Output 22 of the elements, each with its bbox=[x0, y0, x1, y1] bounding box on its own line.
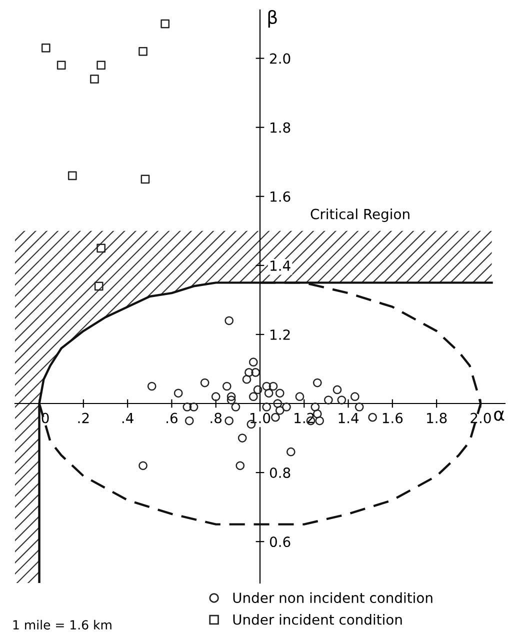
legend-label: Under incident condition bbox=[233, 614, 402, 625]
y-tick-label: 1.2 bbox=[270, 329, 290, 340]
y-tick-label: 0.8 bbox=[270, 468, 290, 478]
x-tick-label: 2.0 bbox=[470, 412, 491, 424]
annotation: Critical Region bbox=[310, 208, 410, 222]
x-tick-label: 1.6 bbox=[382, 412, 403, 424]
y-tick-label: 0.6 bbox=[270, 536, 290, 548]
x-tick-label: .4 bbox=[122, 412, 134, 424]
y-tick-label: 1.4 bbox=[270, 260, 290, 271]
x-tick-label: .2 bbox=[78, 412, 89, 424]
y-tick-label: 2.0 bbox=[270, 53, 290, 64]
x-tick-label: 1.4 bbox=[338, 412, 359, 424]
x-tick-label: .6 bbox=[166, 412, 178, 424]
x-tick-label: 1.0 bbox=[250, 412, 270, 424]
text: 1 mile = 1.6 km bbox=[13, 620, 112, 630]
y-axis-title: β bbox=[268, 10, 277, 28]
x-tick-label: 1.8 bbox=[427, 412, 447, 424]
x-axis-title: α bbox=[494, 410, 504, 421]
x-tick-label: .8 bbox=[210, 412, 222, 424]
y-tick-label: 1.8 bbox=[270, 122, 290, 133]
y-tick-label: 1.6 bbox=[270, 191, 290, 202]
legend-label: Under non incident condition bbox=[233, 592, 432, 604]
